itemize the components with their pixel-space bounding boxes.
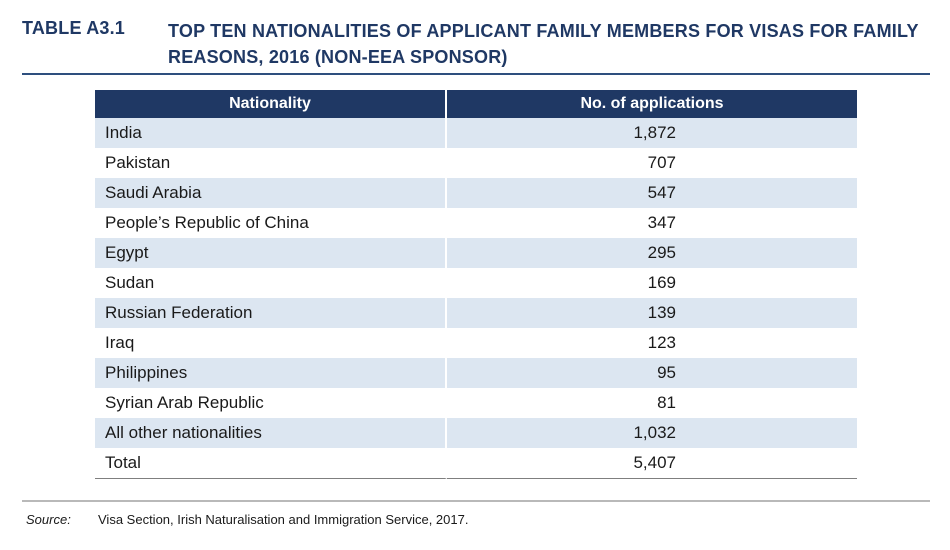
title-divider [22,73,930,75]
table-row: India 1,872 [95,118,857,148]
applications-cell: 81 [657,393,676,412]
table-row: Saudi Arabia 547 [95,178,857,208]
nationality-cell: Egypt [95,238,447,268]
total-label-cell: Total [95,448,447,479]
nationality-cell: People’s Republic of China [95,208,447,238]
applications-cell: 347 [647,213,676,232]
table-row: Sudan 169 [95,268,857,298]
nationality-cell: Pakistan [95,148,447,178]
nationality-cell: Saudi Arabia [95,178,447,208]
table-number: TABLE A3.1 [22,18,126,38]
source-divider [22,500,930,502]
applications-cell: 1,872 [447,118,857,148]
applications-cell: 707 [647,153,676,172]
applications-cell: 123 [647,333,676,352]
applications-cell: 295 [447,238,857,268]
table-row: Russian Federation 139 [95,298,857,328]
source-note: Source: Visa Section, Irish Naturalisatio… [26,512,468,527]
source-text: Visa Section, Irish Naturalisation and I… [98,512,469,527]
nationality-cell: India [95,118,447,148]
nationalities-table: Nationality No. of applications India 1,… [95,90,857,479]
table-row: Philippines 95 [95,358,857,388]
column-header-nationality: Nationality [95,90,447,118]
table-header-row: Nationality No. of applications [95,90,857,118]
total-row: Total 5,407 [95,448,857,479]
nationality-cell: All other nationalities [95,418,447,448]
column-header-applications: No. of applications [447,90,857,118]
nationality-cell: Russian Federation [95,298,447,328]
applications-cell: 95 [447,358,857,388]
applications-cell: 169 [647,273,676,292]
table-row: Iraq 123 [95,328,857,358]
table-row: All other nationalities 1,032 [95,418,857,448]
table-row: Egypt 295 [95,238,857,268]
nationality-cell: Iraq [95,328,447,358]
applications-cell: 139 [447,298,857,328]
table-heading: TOP TEN NATIONALITIES OF APPLICANT FAMIL… [168,21,919,67]
nationality-cell: Syrian Arab Republic [95,388,447,418]
applications-cell: 547 [447,178,857,208]
nationality-cell: Philippines [95,358,447,388]
table-row: Pakistan 707 [95,148,857,178]
table-row: Syrian Arab Republic 81 [95,388,857,418]
source-label: Source: [26,512,71,527]
table-row: People’s Republic of China 347 [95,208,857,238]
applications-cell: 1,032 [447,418,857,448]
total-value-cell: 5,407 [447,448,857,479]
nationality-cell: Sudan [95,268,447,298]
